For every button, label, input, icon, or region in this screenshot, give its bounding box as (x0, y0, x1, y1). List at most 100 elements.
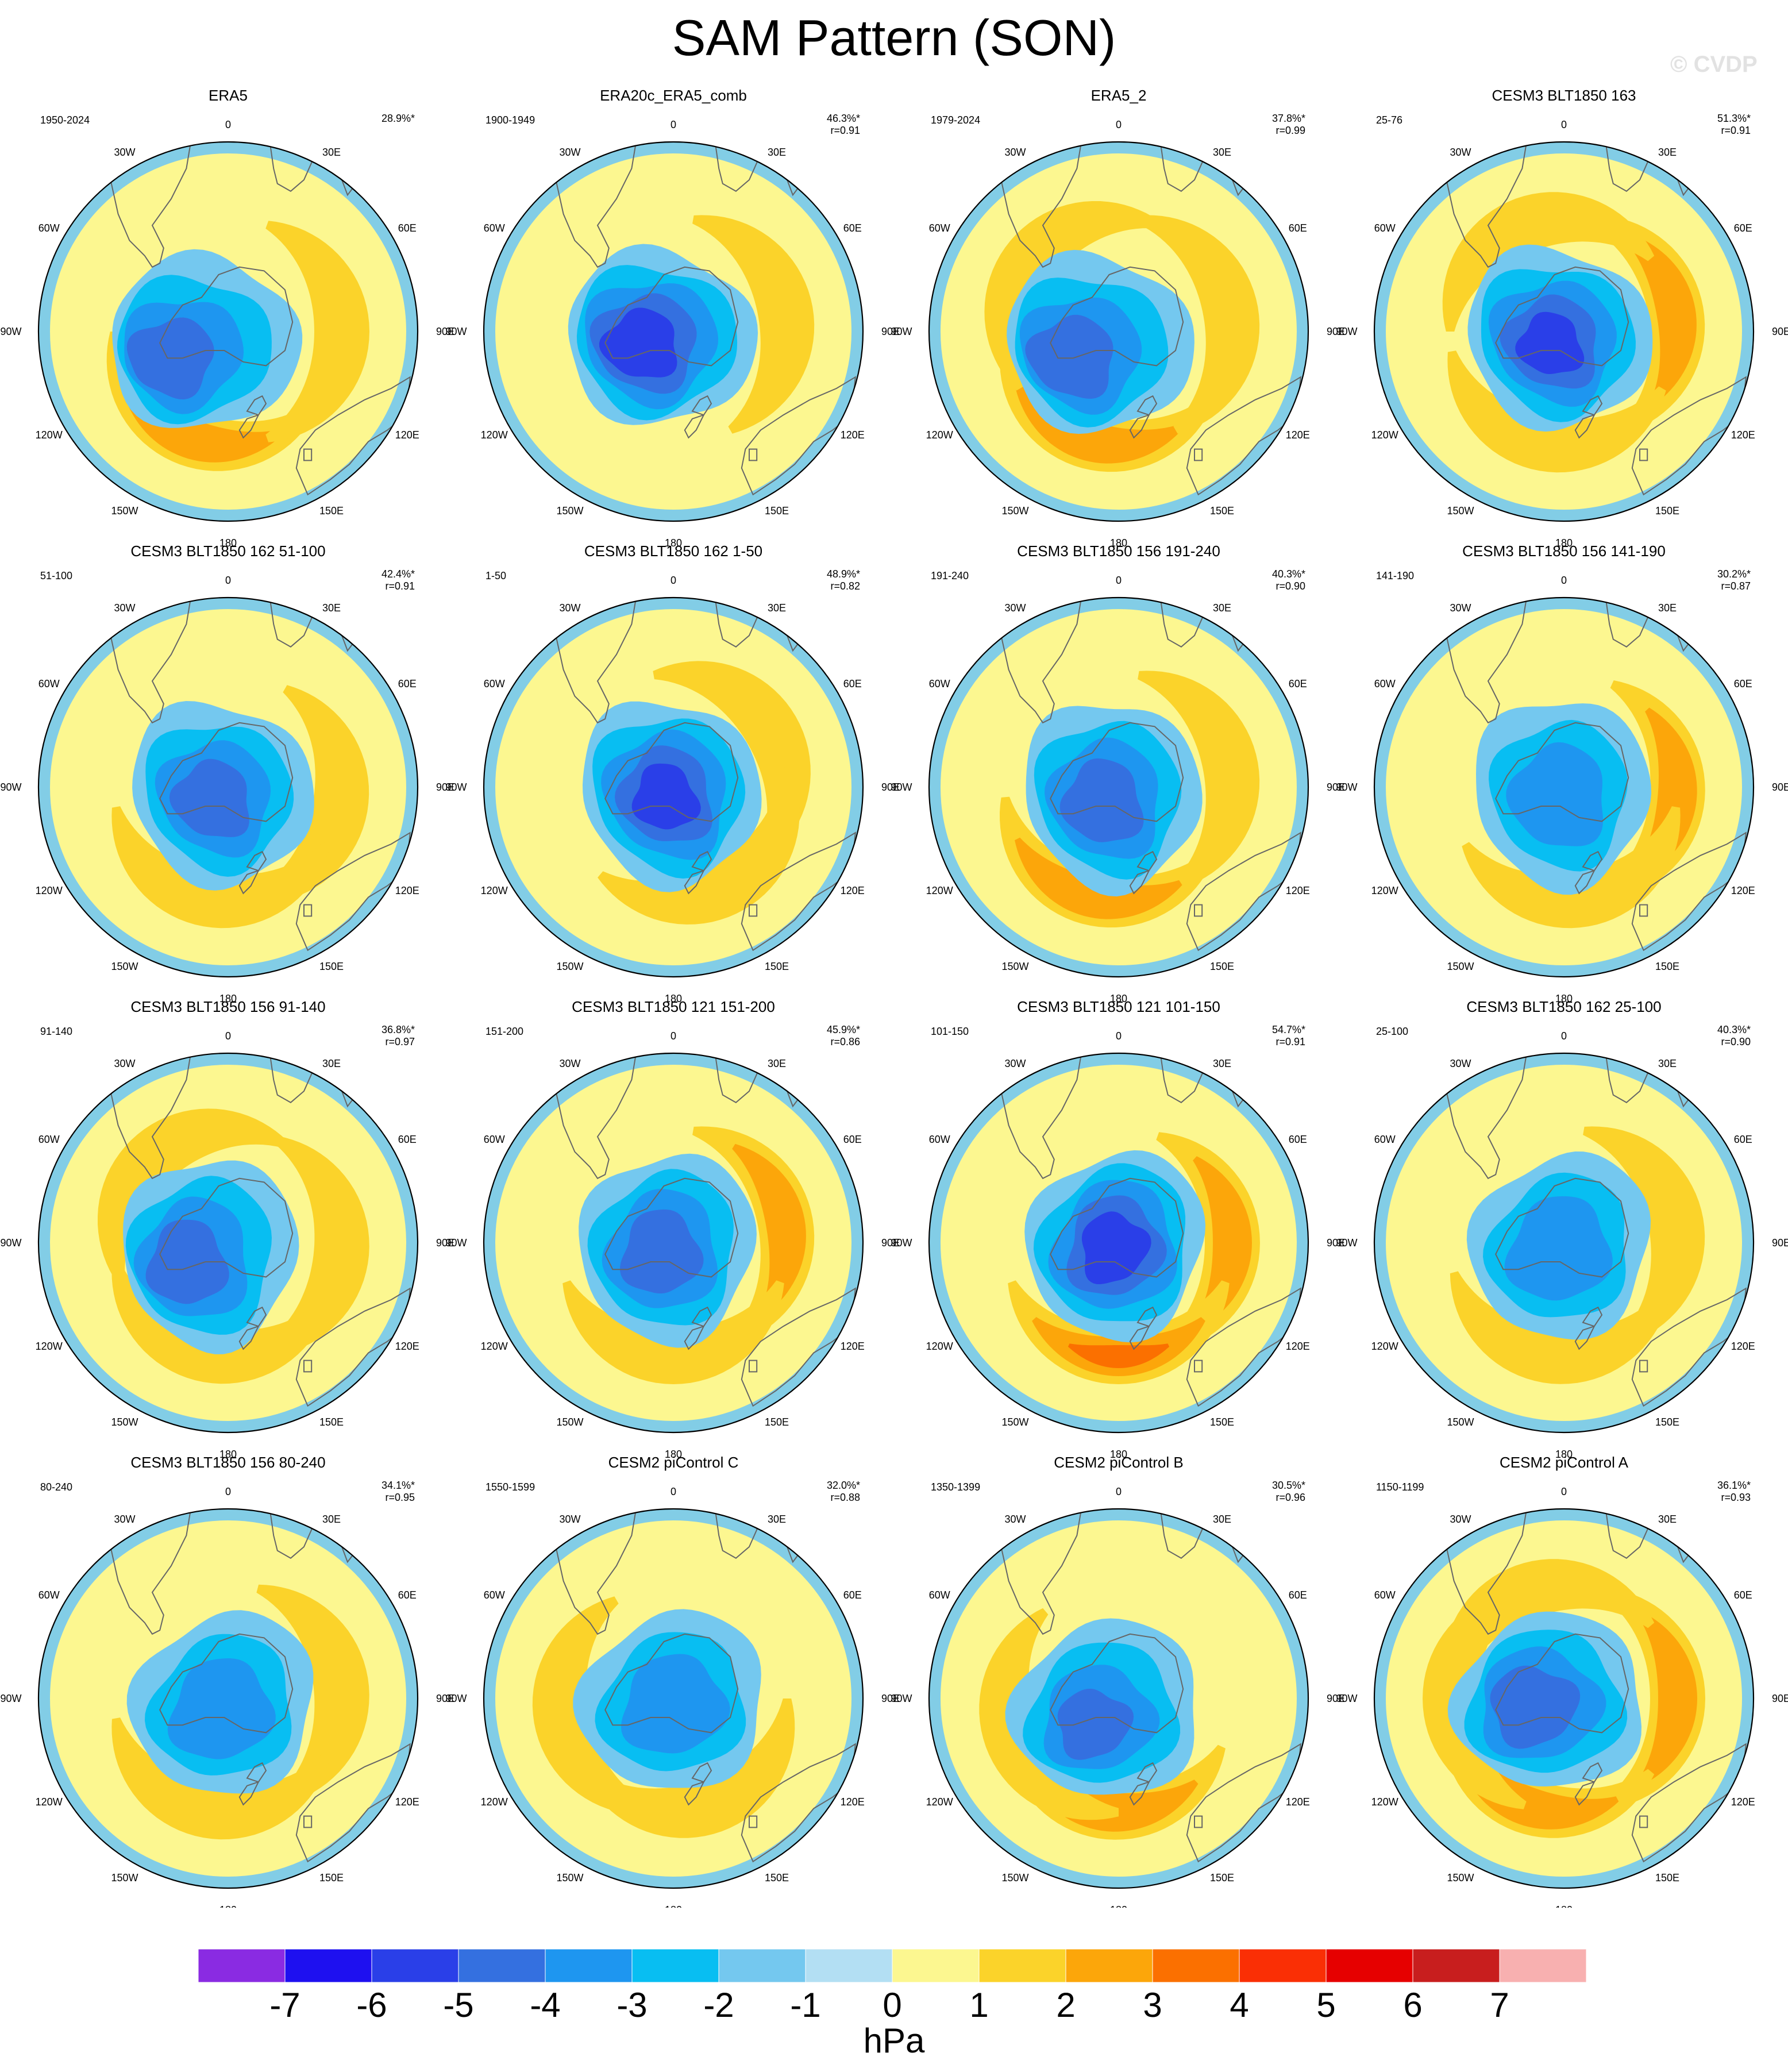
longitude-label: 180 (1110, 993, 1127, 1004)
negative-anomaly-contour (620, 1209, 704, 1294)
longitude-label: 60E (843, 1134, 862, 1145)
longitude-label: 60E (843, 678, 862, 690)
panel-variance-explained: 54.7%* (1272, 1024, 1305, 1035)
longitude-label: 120W (1371, 429, 1398, 441)
coastline-africa (1159, 1053, 1211, 1104)
colorbar-tick-label: 0 (883, 1986, 901, 2024)
longitude-label: 60W (1374, 222, 1396, 234)
longitude-label: 0 (1116, 575, 1122, 586)
panel-period: 1150-1199 (1376, 1481, 1424, 1493)
longitude-label: 90E (1772, 1237, 1788, 1249)
colorbar-box (892, 1948, 980, 1983)
positive-anomaly-contour (1138, 671, 1260, 889)
panel-period: 1900-1949 (485, 114, 535, 126)
coastline-australia (1631, 1743, 1747, 1863)
slp-anomaly-field (1374, 1053, 1754, 1432)
longitude-label: 0 (670, 575, 676, 586)
colorbar-tick-label: -3 (616, 1986, 647, 2024)
longitude-label: 120E (1286, 429, 1310, 441)
longitude-label: 150W (111, 961, 138, 972)
panel-title: CESM3 BLT1850 156 80-240 (130, 1454, 325, 1471)
coastline-australia (295, 376, 411, 496)
map-panel: 0 30E 60E 90E 120E 150E 180 150W 120W 90W 60W 30W CE… (0, 1454, 454, 1908)
longitude-label: 30E (768, 602, 786, 614)
longitude-label: 90E (1327, 1237, 1345, 1249)
longitude-label: 30E (322, 602, 341, 614)
longitude-label: 60W (484, 222, 505, 234)
negative-anomaly-contour (169, 758, 249, 837)
panel-variance-explained: 46.3%* (827, 113, 860, 124)
colorbar-box (371, 1948, 459, 1983)
colorbar-tick-label: -6 (356, 1986, 387, 2024)
positive-anomaly-contour (1193, 1156, 1252, 1330)
longitude-label: 60E (843, 222, 862, 234)
longitude-label: 180 (665, 1449, 682, 1460)
coastline-antarctica (159, 266, 294, 367)
positive-anomaly-contour (979, 1608, 1119, 1820)
longitude-label: 30W (1450, 1513, 1471, 1525)
colorbar-box (1412, 1948, 1500, 1983)
coastline-africa (714, 1053, 765, 1104)
map-boundary (1373, 141, 1755, 522)
longitude-label: 120E (1286, 885, 1310, 896)
longitude-label: 120E (395, 1341, 419, 1352)
map-panel: 0 30E 60E 90E 120E 150E 180 150W 120W 90W 60W 30W ER… (445, 87, 900, 549)
colorbar-box (718, 1948, 806, 1983)
coastline-nz2 (1582, 395, 1603, 416)
positive-anomaly-contour (1138, 215, 1260, 434)
slp-anomaly-field (484, 1509, 863, 1888)
longitude-label: 0 (225, 1030, 231, 1042)
coastline-nz1 (1574, 1781, 1596, 1806)
negative-anomaly-contour (1515, 311, 1585, 374)
panel-title: CESM3 BLT1850 162 1-50 (584, 542, 762, 560)
longitude-label: 90E (1772, 1693, 1788, 1704)
longitude-label: 150E (319, 1416, 344, 1428)
longitude-label: 120E (395, 885, 419, 896)
longitude-label: 60W (38, 1589, 60, 1601)
map-boundary (37, 596, 419, 978)
coastline-nz2 (1136, 850, 1158, 872)
map-boundary (483, 1052, 864, 1434)
map-panel: 0 30E 60E 90E 120E 150E 180 150W 120W 90W 60W 30W CE… (445, 542, 900, 1004)
coastline-samerica (1000, 1057, 1081, 1180)
coastline-australia (741, 376, 856, 496)
longitude-label: 150E (765, 505, 789, 517)
longitude-label: 60W (929, 222, 950, 234)
coastline-australia (295, 1287, 411, 1407)
coastline-antarctica (159, 1633, 294, 1734)
longitude-label: 180 (219, 537, 237, 549)
longitude-label: 0 (225, 119, 231, 130)
colorbar-box (1065, 1948, 1153, 1983)
panel-period: 51-100 (40, 570, 72, 581)
coastline-nz2 (246, 1306, 267, 1327)
longitude-label: 0 (670, 1030, 676, 1042)
coastline-nz1 (1574, 1325, 1596, 1350)
longitude-label: 60E (1289, 1134, 1307, 1145)
panel-pattern-correlation: r=0.90 (1276, 580, 1305, 592)
positive-anomaly-contour (1442, 192, 1655, 332)
coastline-samerica (1446, 1057, 1527, 1180)
positive-anomaly-contour (1462, 806, 1681, 929)
panel-pattern-correlation: r=0.95 (385, 1492, 415, 1503)
longitude-label: 120E (395, 1796, 419, 1808)
coastline-nz2 (246, 1762, 267, 1783)
negative-anomaly-contour (621, 1654, 730, 1754)
longitude-label: 30E (768, 147, 786, 158)
slp-anomaly-field (38, 598, 418, 977)
longitude-label: 90E (881, 1237, 900, 1249)
panel-period: 141-190 (1376, 570, 1414, 581)
coastline-samerica (1000, 601, 1081, 724)
coastline-australia (1631, 1287, 1747, 1407)
longitude-label: 30W (1004, 1058, 1026, 1069)
longitude-label: 180 (665, 537, 682, 549)
longitude-label: 60E (843, 1589, 862, 1601)
coastline-africa (1159, 142, 1211, 192)
longitude-label: 60E (1734, 1134, 1752, 1145)
longitude-label: 120W (1371, 885, 1398, 896)
negative-anomaly-contour (1490, 1665, 1581, 1749)
coastline-samerica (555, 145, 636, 268)
map-panel: 0 30E 60E 90E 120E 150E 180 150W 120W 90W 60W 30W CE… (891, 998, 1345, 1460)
colorbar-box (545, 1948, 633, 1983)
panel-title: CESM3 BLT1850 156 91-140 (130, 998, 325, 1015)
coastline-nz2 (1136, 1306, 1158, 1327)
